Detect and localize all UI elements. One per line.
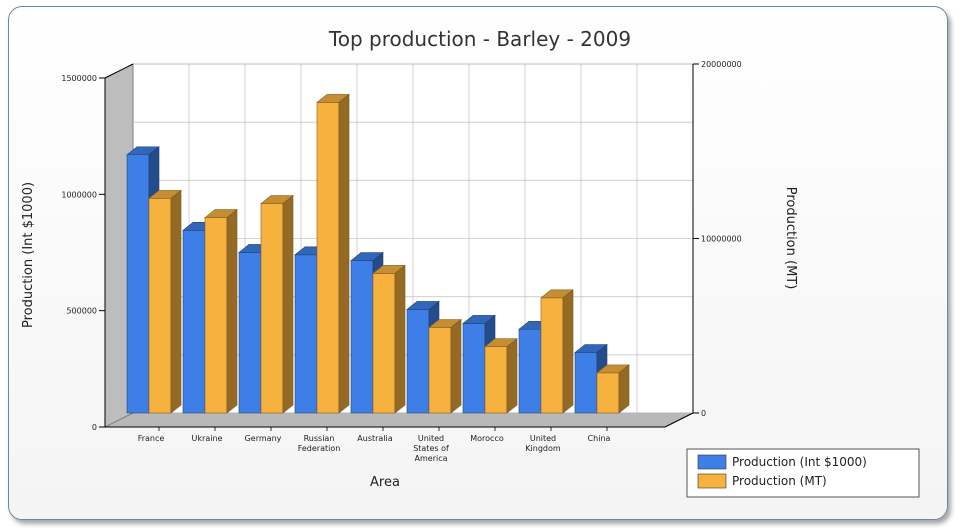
y-tick-label: 1500000: [61, 74, 97, 83]
x-tick-label: Germany: [245, 434, 282, 443]
bar-front: [406, 309, 430, 414]
y2-tick-label: 20000000: [701, 60, 742, 69]
bar-front: [518, 328, 542, 414]
y2-tick-label: 10000000: [701, 235, 742, 244]
x-tick-label: Australia: [357, 434, 392, 443]
bar-front: [260, 203, 284, 414]
bar-front: [596, 372, 620, 414]
x-axis-title: Area: [370, 475, 400, 490]
x-tick-label: Morocco: [470, 434, 504, 443]
x-tick-label: Kingdom: [525, 444, 561, 453]
bar-front: [350, 260, 374, 414]
bar-front: [372, 273, 396, 414]
x-tick-label: France: [138, 434, 165, 443]
bar-mt-4: [372, 264, 406, 414]
bar-front: [484, 346, 508, 414]
y-tick-label: 0: [92, 423, 97, 432]
bar-side: [226, 208, 238, 414]
bar-front: [148, 198, 172, 414]
bar-side: [450, 318, 462, 414]
x-tick-label: States of: [413, 444, 449, 453]
bar-mt-2: [260, 194, 294, 414]
bar-mt-6: [484, 338, 518, 414]
legend-swatch-2: [697, 473, 727, 489]
bar-side: [394, 264, 406, 414]
y2-tick-label: 0: [701, 409, 706, 418]
floor: [104, 412, 694, 428]
bar-front: [540, 297, 564, 414]
legend-swatch-1: [697, 454, 727, 470]
bar-side: [506, 338, 518, 414]
bar-mt-0: [148, 189, 182, 414]
bar-side: [170, 189, 182, 414]
x-tick-label: Ukraine: [192, 434, 223, 443]
bar-front: [574, 352, 598, 414]
bar-front: [238, 252, 262, 414]
bar-front: [204, 217, 228, 414]
x-tick-label: United: [418, 434, 444, 443]
bar-mt-5: [428, 318, 462, 414]
y-tick-label: 500000: [66, 307, 97, 316]
bar-side: [282, 194, 294, 414]
axes: [99, 63, 699, 431]
y2-axis-title: Production (MT): [783, 187, 798, 290]
bar-mt-3: [316, 93, 350, 414]
bar-front: [316, 102, 340, 414]
x-tick-label: Russian: [304, 434, 335, 443]
bar-mt-8: [596, 364, 630, 414]
x-axis-depth-line: [664, 412, 694, 428]
x-tick-label: China: [588, 434, 611, 443]
legend-label-2: Production (MT): [732, 474, 827, 488]
legend-label-1: Production (Int $1000): [732, 455, 867, 469]
bar-mt-7: [540, 289, 574, 414]
x-tick-label: America: [415, 454, 448, 463]
bar-front: [428, 327, 452, 414]
y-axis-title: Production (Int $1000): [21, 182, 36, 328]
bar-front: [126, 154, 150, 414]
labels: 0 500000 1000000 1500000 0 10000000 20000000 Fr…: [61, 60, 741, 463]
chart-title: Top production - Barley - 2009: [328, 27, 631, 51]
bar-mt-1: [204, 208, 238, 414]
legend: Production (Int $1000) Production (MT): [686, 448, 920, 498]
bar-front: [462, 323, 486, 414]
y-tick-label: 1000000: [61, 190, 97, 199]
bar-side: [618, 364, 630, 414]
bar-front: [294, 254, 318, 414]
bar-side: [562, 289, 574, 414]
x-tick-label: United: [530, 434, 556, 443]
y-axis-depth-line: [104, 63, 134, 79]
bars: [126, 93, 630, 414]
bar-side: [338, 93, 350, 414]
x-tick-label: Federation: [298, 444, 341, 453]
bar-front: [182, 230, 206, 414]
